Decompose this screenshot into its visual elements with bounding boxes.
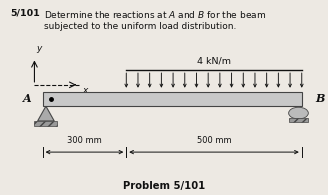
Text: 5/101: 5/101 [10,9,40,18]
Text: subjected to the uniform load distribution.: subjected to the uniform load distributi… [44,22,237,31]
Text: 500 mm: 500 mm [197,136,231,145]
Text: Determine the reactions at $A$ and $B$ for the beam: Determine the reactions at $A$ and $B$ f… [44,9,266,20]
Text: B: B [315,93,324,105]
Text: 300 mm: 300 mm [67,136,102,145]
Bar [43,92,302,106]
Polygon shape [38,106,54,121]
Bar [289,118,308,122]
Text: A: A [23,93,31,105]
Bar [34,121,57,126]
Text: $x$: $x$ [82,86,90,95]
Text: $y$: $y$ [36,44,44,55]
Text: Problem 5/101: Problem 5/101 [123,181,205,191]
Text: 4 kN/m: 4 kN/m [197,56,231,65]
Circle shape [289,107,308,119]
